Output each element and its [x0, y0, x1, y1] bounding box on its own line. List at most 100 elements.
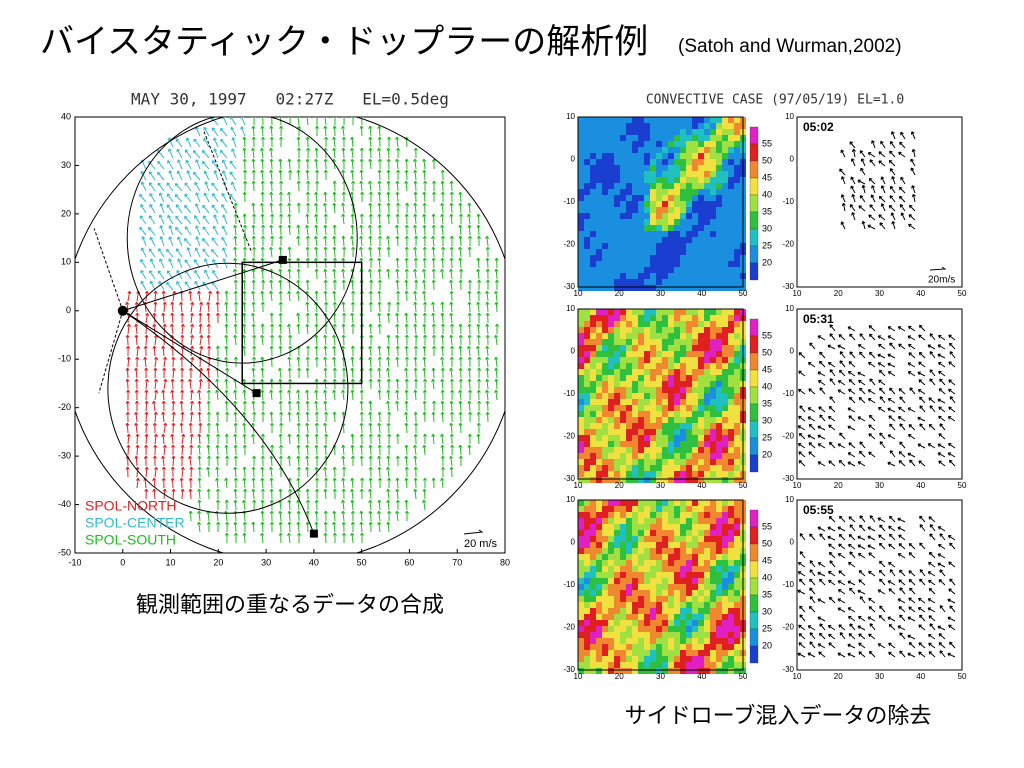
- reflectivity-cell: [584, 309, 590, 315]
- reflectivity-cell: [692, 399, 698, 405]
- wind-arrow: [476, 422, 481, 434]
- wind-arrow: [404, 455, 409, 467]
- reflectivity-cell: [704, 123, 710, 129]
- reflectivity-cell: [710, 578, 716, 584]
- wind-arrow: [251, 521, 256, 533]
- wind-arrow: [176, 170, 183, 181]
- reflectivity-cell: [614, 447, 620, 453]
- wind-arrow: [368, 301, 373, 313]
- reflectivity-cell: [638, 471, 644, 477]
- reflectivity-cell: [710, 429, 716, 435]
- wind-arrow: [170, 389, 175, 401]
- reflectivity-cell: [692, 506, 698, 512]
- reflectivity-cell: [620, 171, 626, 177]
- reflectivity-cell: [668, 423, 674, 429]
- reflectivity-cell: [692, 560, 698, 566]
- reflectivity-cell: [668, 399, 674, 405]
- reflectivity-cell: [584, 393, 590, 399]
- wind-arrow: [242, 290, 247, 302]
- reflectivity-cell: [686, 345, 692, 351]
- reflectivity-cell: [716, 273, 722, 279]
- reflectivity-cell: [590, 171, 596, 177]
- wind-arrow: [197, 477, 202, 489]
- reflectivity-cell: [716, 333, 722, 339]
- wind-arrow: [937, 553, 946, 559]
- wind-arrow: [395, 312, 400, 324]
- wind-arrow: [332, 301, 337, 313]
- reflectivity-cell: [710, 435, 716, 441]
- wind-arrow: [467, 378, 472, 390]
- reflectivity-cell: [590, 201, 596, 207]
- wind-arrow: [341, 268, 346, 280]
- wind-arrow: [296, 510, 301, 522]
- reflectivity-cell: [650, 584, 656, 590]
- wind-arrow: [938, 460, 946, 467]
- wind-arrow: [889, 569, 896, 577]
- reflectivity-cell: [656, 441, 662, 447]
- reflectivity-cell: [722, 183, 728, 189]
- wind-arrow: [341, 147, 346, 159]
- reflectivity-cell: [584, 129, 590, 135]
- reflectivity-cell: [596, 399, 602, 405]
- reflectivity-cell: [590, 572, 596, 578]
- wind-arrow: [431, 411, 436, 423]
- wind-arrow: [797, 652, 806, 658]
- wind-arrow: [422, 158, 427, 170]
- reflectivity-cell: [662, 662, 668, 668]
- reflectivity-cell: [662, 243, 668, 249]
- colorbar-cell: [749, 369, 759, 388]
- reflectivity-cell: [656, 315, 662, 321]
- legend-entry: SPOL-NORTH: [85, 498, 177, 514]
- reflectivity-cell: [608, 602, 614, 608]
- wind-arrow: [341, 455, 346, 467]
- wind-arrow: [948, 406, 956, 413]
- wind-arrow: [818, 632, 826, 640]
- reflectivity-cell: [722, 656, 728, 662]
- reflectivity-cell: [596, 207, 602, 213]
- y-tick-label: -10: [58, 354, 71, 364]
- wind-arrow: [269, 422, 275, 434]
- wind-arrow: [918, 351, 926, 359]
- wind-arrow: [847, 580, 856, 586]
- reflectivity-cell: [734, 662, 740, 668]
- wind-arrow: [809, 560, 816, 568]
- wind-arrow: [261, 279, 266, 291]
- reflectivity-cell: [716, 644, 722, 650]
- reflectivity-cell: [644, 596, 650, 602]
- reflectivity-cell: [626, 387, 632, 393]
- reflectivity-cell: [686, 189, 692, 195]
- wind-arrow: [477, 378, 482, 390]
- reflectivity-cell: [650, 249, 656, 255]
- reflectivity-cell: [692, 243, 698, 249]
- wind-arrow: [919, 515, 926, 523]
- wind-arrow: [818, 406, 826, 413]
- wind-arrow: [225, 521, 230, 533]
- reflectivity-cell: [686, 602, 692, 608]
- reflectivity-cell: [734, 135, 740, 141]
- reflectivity-cell: [620, 207, 626, 213]
- reflectivity-cell: [590, 423, 596, 429]
- wind-arrow: [125, 466, 130, 478]
- x-tick-label: 20: [834, 289, 843, 298]
- wind-arrow: [359, 411, 364, 423]
- wind-arrow: [918, 460, 926, 467]
- wind-arrow: [287, 521, 292, 533]
- reflectivity-cell: [710, 405, 716, 411]
- reflectivity-cell: [596, 153, 602, 159]
- wind-arrow: [918, 379, 926, 386]
- wind-arrow: [166, 204, 174, 214]
- wind-arrow: [269, 279, 274, 291]
- reflectivity-cell: [650, 231, 656, 237]
- reflectivity-cell: [644, 417, 650, 423]
- reflectivity-cell: [656, 231, 662, 237]
- reflectivity-cell: [596, 333, 602, 339]
- reflectivity-cell: [716, 578, 722, 584]
- colorbar-cell: [749, 645, 759, 664]
- wind-arrow: [927, 598, 936, 604]
- wind-arrow: [233, 488, 238, 500]
- reflectivity-cell: [638, 477, 644, 483]
- wind-arrow: [359, 246, 364, 258]
- reflectivity-cell: [668, 405, 674, 411]
- wind-arrow: [368, 499, 373, 511]
- reflectivity-cell: [668, 189, 674, 195]
